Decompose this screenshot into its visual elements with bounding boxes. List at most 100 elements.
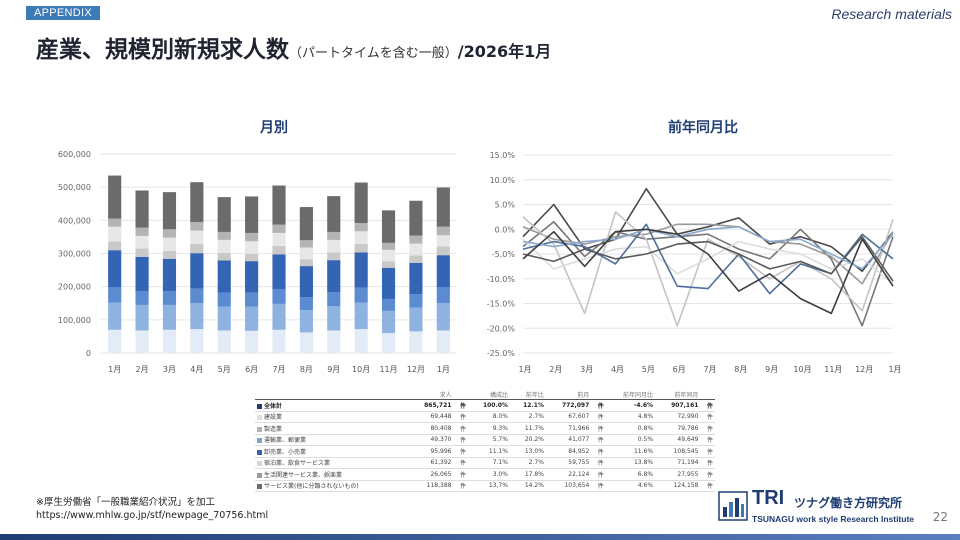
bar-segment [327,330,341,353]
table-cell: 61,392 [408,457,454,469]
bar-segment [217,306,231,331]
bar-x-tick-label: 8月 [300,365,313,374]
line-series [522,221,894,327]
bar-segment [217,197,231,232]
bar-segment [354,329,368,353]
bar-segment [245,241,259,254]
table-cell: 件 [700,445,715,458]
industry-name-cell: サービス業(他に分類されないもの) [255,480,409,492]
legend-swatch [257,415,262,421]
bar-segment [354,302,368,330]
table-cell: 907,161 [655,399,701,412]
line-series [522,223,894,285]
bar-segment [354,222,368,232]
line-x-tick-label: 12月 [855,365,873,374]
table-cell: 6.8% [605,468,656,481]
legend-swatch [257,403,262,409]
table-row: 運輸業、郵便業 49,370 件 5.7% 20.2% 41,077 件 0.5% 49,649… [255,434,715,446]
bar-y-tick-label: 600,000 [58,150,91,159]
table-cell: 71,966 [545,422,592,435]
bar-segment [217,239,231,253]
bar-segment [436,226,450,236]
table-cell: 件 [591,480,606,492]
bar-segment [162,237,177,251]
bar-segment [327,292,341,307]
bar-y-tick-label: 200,000 [58,283,91,292]
bar-segment [135,190,149,228]
table-cell: 件 [700,411,715,423]
bar-y-tick-label: 300,000 [58,250,91,259]
table-cell: 79,786 [655,422,701,435]
industry-name-cell: 建設業 [255,411,409,423]
table-header: 前年比 [509,389,546,400]
bar-segment [327,252,341,261]
industry-name-cell: 製造業 [255,422,409,435]
bar-segment [299,310,313,333]
industry-name: 宿泊業、飲食サービス業 [264,460,331,468]
yoy-chart-title: 前年同月比 [668,120,738,136]
logo-en-name: TSUNAGU work style Research Institute [752,514,915,524]
table-header [453,389,468,400]
legend-swatch [257,472,262,478]
table-cell: 71,194 [655,457,701,469]
table-cell: 8.0% [467,411,510,423]
bar-segment [245,253,259,262]
table-cell: 3.0% [467,468,510,481]
table-cell: 69,448 [408,411,454,423]
table-cell: 865,721 [408,399,454,412]
source-note: ※厚生労働省「一般職業紹介状況」を加工 https://www.mhlw.go.… [36,496,268,522]
bar-segment [381,249,396,262]
bar-segment [217,260,231,293]
page-number: 22 [932,510,948,524]
bar-x-tick-label: 5月 [218,365,231,374]
bar-segment [135,248,149,257]
industry-name: 運輸業、郵便業 [264,437,307,445]
table-cell: 118,388 [408,480,454,492]
bar-segment [190,230,204,244]
bar-segment [272,245,286,255]
table-cell: 5.7% [467,434,510,446]
logo-brand: TRI [752,487,785,509]
bar-x-tick-label: 7月 [272,365,285,374]
bar-segment [108,286,122,303]
table-cell: 22,124 [545,468,592,481]
bar-segment [436,330,450,353]
bar-segment [299,247,313,260]
source-url-link[interactable]: https://www.mhlw.go.jp/stf/newpage_70756… [36,510,269,521]
table-cell: 9.3% [467,422,510,435]
table-cell: 49,370 [408,434,454,446]
table-cell: 41,077 [545,434,592,446]
bar-segment [135,330,149,353]
line-series [522,228,894,315]
bar-segment [217,292,231,307]
line-y-tick-label: -10.0% [487,275,516,284]
legend-swatch [257,438,262,444]
bar-segment [108,241,122,251]
bar-segment [190,303,204,330]
bar-segment [217,252,231,261]
table-cell: 80,408 [408,422,454,435]
industry-name-cell: 卸売業、小売業 [255,445,409,458]
table-cell: 14.2% [509,480,546,492]
bar-segment [409,331,423,353]
line-y-tick-label: -25.0% [487,349,516,358]
bar-segment [162,258,177,291]
table-cell: 124,158 [655,480,701,492]
table-cell: 20.2% [509,434,546,446]
line-y-tick-label: -20.0% [487,324,516,333]
line-series [522,235,894,282]
table-cell: 件 [591,411,606,423]
bottom-accent-bar [0,534,960,540]
bar-segment [108,302,122,330]
industry-name-cell: 全体計 [255,399,409,412]
bar-segment [245,292,259,307]
bar-y-tick-label: 0 [86,349,91,358]
bar-segment [162,329,177,353]
bar-segment [381,298,396,311]
page-title: 産業、規模別新規求人数（パートタイムを含む一般）/2026年1月 [36,30,551,64]
title-tail: /2026年1月 [457,42,552,61]
line-series [522,226,894,270]
table-cell: 件 [591,399,606,412]
table-cell: 件 [591,445,606,458]
table-cell: 2.7% [509,411,546,423]
